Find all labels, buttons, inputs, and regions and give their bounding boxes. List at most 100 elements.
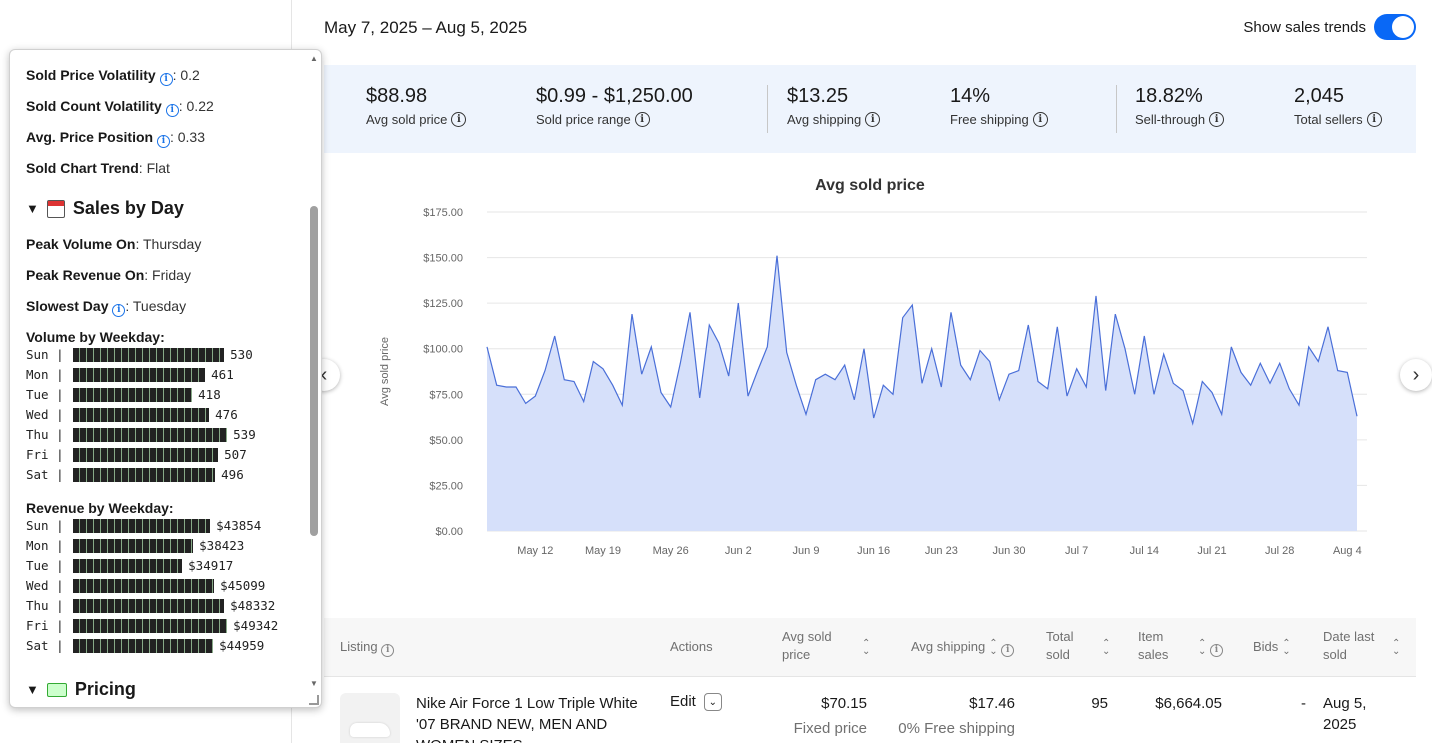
money-icon — [46, 682, 67, 697]
weekday-row: Sun | 530 — [26, 347, 253, 362]
metric-value: 2,045 — [1294, 85, 1345, 107]
sort-icon[interactable]: ⌃ ⌄ — [1282, 637, 1291, 657]
weekday-label: Thu | — [26, 598, 72, 613]
weekday-bar — [73, 427, 228, 442]
weekday-value: 476 — [215, 407, 238, 422]
price-type: Fixed price — [793, 720, 867, 737]
weekday-bar — [73, 598, 225, 613]
weekday-label: Tue | — [26, 558, 72, 573]
stat-value: : 0.33 — [169, 129, 205, 145]
weekday-value: $44959 — [219, 638, 265, 653]
weekday-row: Tue | 418 — [26, 387, 221, 402]
metric-total-sellers: 2,045 Total sellers i — [1294, 85, 1382, 127]
panel-scrollbar[interactable]: ▲ ▼ — [309, 54, 319, 704]
info-icon[interactable]: i — [451, 112, 467, 127]
sort-icon[interactable]: ⌃ ⌄ — [1198, 637, 1207, 657]
y-tick-label: $150.00 — [423, 253, 463, 265]
peak-volume-on: Peak Volume On: Thursday — [26, 236, 201, 252]
scrollbar-thumb[interactable] — [310, 206, 318, 536]
weekday-label: Thu | — [26, 427, 72, 442]
sort-icon[interactable]: ⌃ ⌄ — [1102, 637, 1111, 657]
x-tick-label: Jul 7 — [1065, 545, 1088, 557]
info-icon[interactable]: i — [634, 112, 650, 127]
date-last-sold-value: Aug 5, 2025 — [1323, 695, 1367, 733]
y-tick-label: $100.00 — [423, 344, 463, 356]
y-tick-label: $175.00 — [423, 207, 463, 219]
scroll-up-icon[interactable]: ▲ — [310, 54, 318, 63]
info-icon[interactable]: i — [1001, 643, 1015, 657]
weekday-row: Fri | $49342 — [26, 618, 278, 633]
avg-shipping-cell: $17.46 0% Free shipping — [884, 693, 1015, 739]
stat-value: : Flat — [138, 160, 170, 176]
volume-by-weekday-title: Volume by Weekday: — [26, 329, 165, 345]
actions-cell: Edit ⌄ — [670, 691, 722, 712]
x-tick-label: Jul 14 — [1130, 545, 1159, 557]
avg-sold-price-value: $70.15 — [821, 695, 867, 712]
col-actions: Actions — [670, 639, 713, 654]
weekday-bar — [73, 367, 206, 382]
chart-next-button[interactable]: › — [1400, 359, 1432, 391]
pricing-toggle[interactable]: ▼ Pricing — [26, 679, 136, 700]
y-tick-label: $25.00 — [429, 480, 463, 492]
weekday-bar — [73, 638, 214, 653]
listing-thumbnail[interactable] — [340, 693, 400, 743]
triangle-down-icon: ▼ — [26, 682, 39, 697]
metric-label: Avg shipping — [787, 112, 862, 127]
scroll-down-icon[interactable]: ▼ — [310, 679, 318, 688]
info-icon[interactable]: i — [1032, 112, 1048, 127]
table-row[interactable]: Nike Air Force 1 Low Triple White '07 BR… — [324, 676, 1416, 743]
metric-label: Sold price range — [536, 112, 631, 127]
info-icon[interactable]: i — [381, 643, 395, 657]
weekday-row: Mon | 461 — [26, 367, 234, 382]
avg-shipping-value: $17.46 — [969, 695, 1015, 712]
metrics-bar: $88.98 Avg sold price i $0.99 - $1,250.00… — [324, 65, 1416, 153]
col-date-last-sold[interactable]: Date last sold — [1323, 629, 1375, 662]
col-avg-shipping[interactable]: Avg shipping ⌃ ⌄ i — [911, 637, 1015, 657]
y-axis-label: Avg sold price — [379, 337, 391, 406]
y-tick-label: $125.00 — [423, 298, 463, 310]
col-avg-sold-price[interactable]: Avg sold price — [782, 629, 832, 662]
weekday-label: Sat | — [26, 467, 72, 482]
edit-button[interactable]: Edit — [670, 693, 696, 710]
sales-trends-toggle[interactable] — [1374, 14, 1416, 40]
date-range: May 7, 2025 – Aug 5, 2025 — [324, 18, 528, 37]
weekday-value: $34917 — [188, 558, 234, 573]
info-icon[interactable]: i — [1366, 112, 1382, 127]
col-listing-label: Listing — [340, 639, 378, 654]
weekday-value: 496 — [221, 467, 244, 482]
info-icon[interactable]: i — [112, 303, 126, 317]
sales-by-day-toggle[interactable]: ▼ Sales by Day — [26, 198, 184, 219]
weekday-bar — [73, 538, 194, 553]
weekday-bar — [73, 447, 219, 462]
sort-icon[interactable]: ⌃ ⌄ — [862, 637, 871, 657]
sold-chart-trend: Sold Chart Trend: Flat — [26, 160, 170, 176]
info-icon[interactable]: i — [865, 112, 881, 127]
col-listing[interactable]: Listing i — [340, 638, 395, 657]
triangle-down-icon: ▼ — [26, 201, 39, 216]
chart-line — [486, 255, 1358, 426]
col-total-sold[interactable]: Total sold — [1046, 629, 1074, 662]
weekday-bar — [73, 467, 216, 482]
col-bids[interactable]: Bids ⌃ ⌄ — [1253, 638, 1291, 656]
x-tick-label: May 26 — [653, 545, 689, 557]
metric-divider — [1116, 85, 1117, 133]
sort-icon[interactable]: ⌃ ⌄ — [1392, 637, 1401, 657]
info-icon[interactable]: i — [165, 103, 179, 117]
chart-area-fill — [487, 255, 1357, 531]
resize-handle-icon[interactable] — [309, 695, 319, 705]
y-tick-label: $0.00 — [435, 526, 463, 538]
weekday-label: Mon | — [26, 367, 72, 382]
listing-title[interactable]: Nike Air Force 1 Low Triple White '07 BR… — [416, 695, 638, 743]
info-icon[interactable]: i — [1209, 112, 1225, 127]
info-icon[interactable]: i — [156, 134, 170, 148]
stat-key: Sold Chart Trend — [26, 160, 139, 176]
info-icon[interactable]: i — [159, 72, 173, 86]
item-sales-value: $6,664.05 — [1155, 695, 1222, 712]
weekday-label: Sun | — [26, 518, 72, 533]
sort-icon[interactable]: ⌃ ⌄ — [989, 637, 998, 657]
col-item-sales[interactable]: Item sales — [1138, 629, 1169, 662]
chevron-down-icon[interactable]: ⌄ — [703, 693, 722, 712]
table-header: Listing i Actions Avg sold price ⌃ ⌄ Avg … — [324, 618, 1416, 676]
info-icon[interactable]: i — [1210, 643, 1224, 657]
analytics-panel[interactable]: Sold Price Volatility i: 0.2 Sold Count … — [9, 49, 322, 708]
